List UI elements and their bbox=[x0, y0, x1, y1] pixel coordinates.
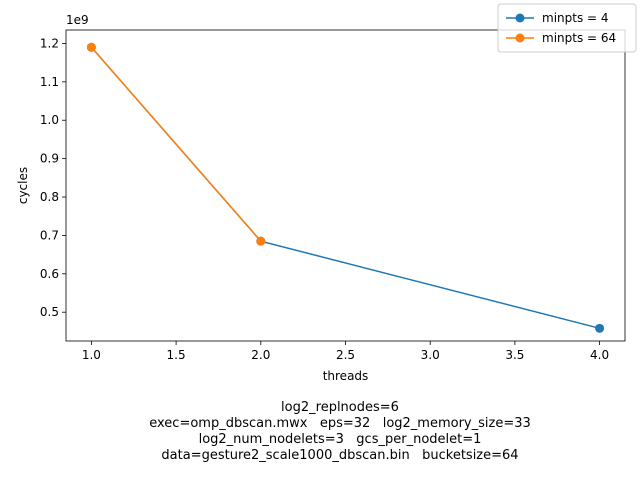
series-line bbox=[90, 46, 262, 242]
caption-line: log2_num_nodelets=3 gcs_per_nodelet=1 bbox=[198, 432, 482, 447]
x-tick-label: 1.0 bbox=[82, 348, 101, 362]
caption-line: data=gesture2_scale1000_dbscan.bin bucke… bbox=[161, 448, 519, 463]
legend-box bbox=[497, 3, 637, 53]
legend-label: minpts = 4 bbox=[542, 11, 609, 25]
y-tick-label: 1.1 bbox=[40, 75, 59, 89]
legend-marker bbox=[515, 33, 525, 43]
data-point bbox=[86, 42, 96, 52]
x-tick-label: 4.0 bbox=[590, 348, 609, 362]
y-tick-label: 1.2 bbox=[40, 36, 59, 50]
x-tick-label: 3.0 bbox=[421, 348, 440, 362]
x-tick-label: 1.5 bbox=[167, 348, 186, 362]
y-tick-label: 0.5 bbox=[40, 305, 59, 319]
legend-marker bbox=[515, 13, 525, 23]
series-line bbox=[90, 46, 600, 330]
y-tick-label: 0.8 bbox=[40, 190, 59, 204]
caption-line: log2_replnodes=6 bbox=[281, 400, 399, 415]
legend-label: minpts = 64 bbox=[542, 31, 616, 45]
chart-caption: log2_replnodes=6 exec=omp_dbscan.mwx eps… bbox=[120, 400, 560, 464]
x-tick-label: 2.0 bbox=[251, 348, 270, 362]
y-tick-label: 1.0 bbox=[40, 113, 59, 127]
y-tick-label: 0.6 bbox=[40, 267, 59, 281]
y-tick-label: 0.9 bbox=[40, 152, 59, 166]
x-axis-label: threads bbox=[323, 369, 369, 383]
data-point bbox=[595, 323, 605, 333]
y-tick-label: 0.7 bbox=[40, 228, 59, 242]
x-tick-label: 2.5 bbox=[336, 348, 355, 362]
plot-frame bbox=[65, 29, 626, 342]
caption-line: exec=omp_dbscan.mwx eps=32 log2_memory_s… bbox=[149, 416, 531, 431]
y-offset-label: 1e9 bbox=[66, 13, 89, 27]
y-axis-label: cycles bbox=[16, 167, 30, 204]
x-tick-label: 3.5 bbox=[505, 348, 524, 362]
data-point bbox=[256, 236, 266, 246]
